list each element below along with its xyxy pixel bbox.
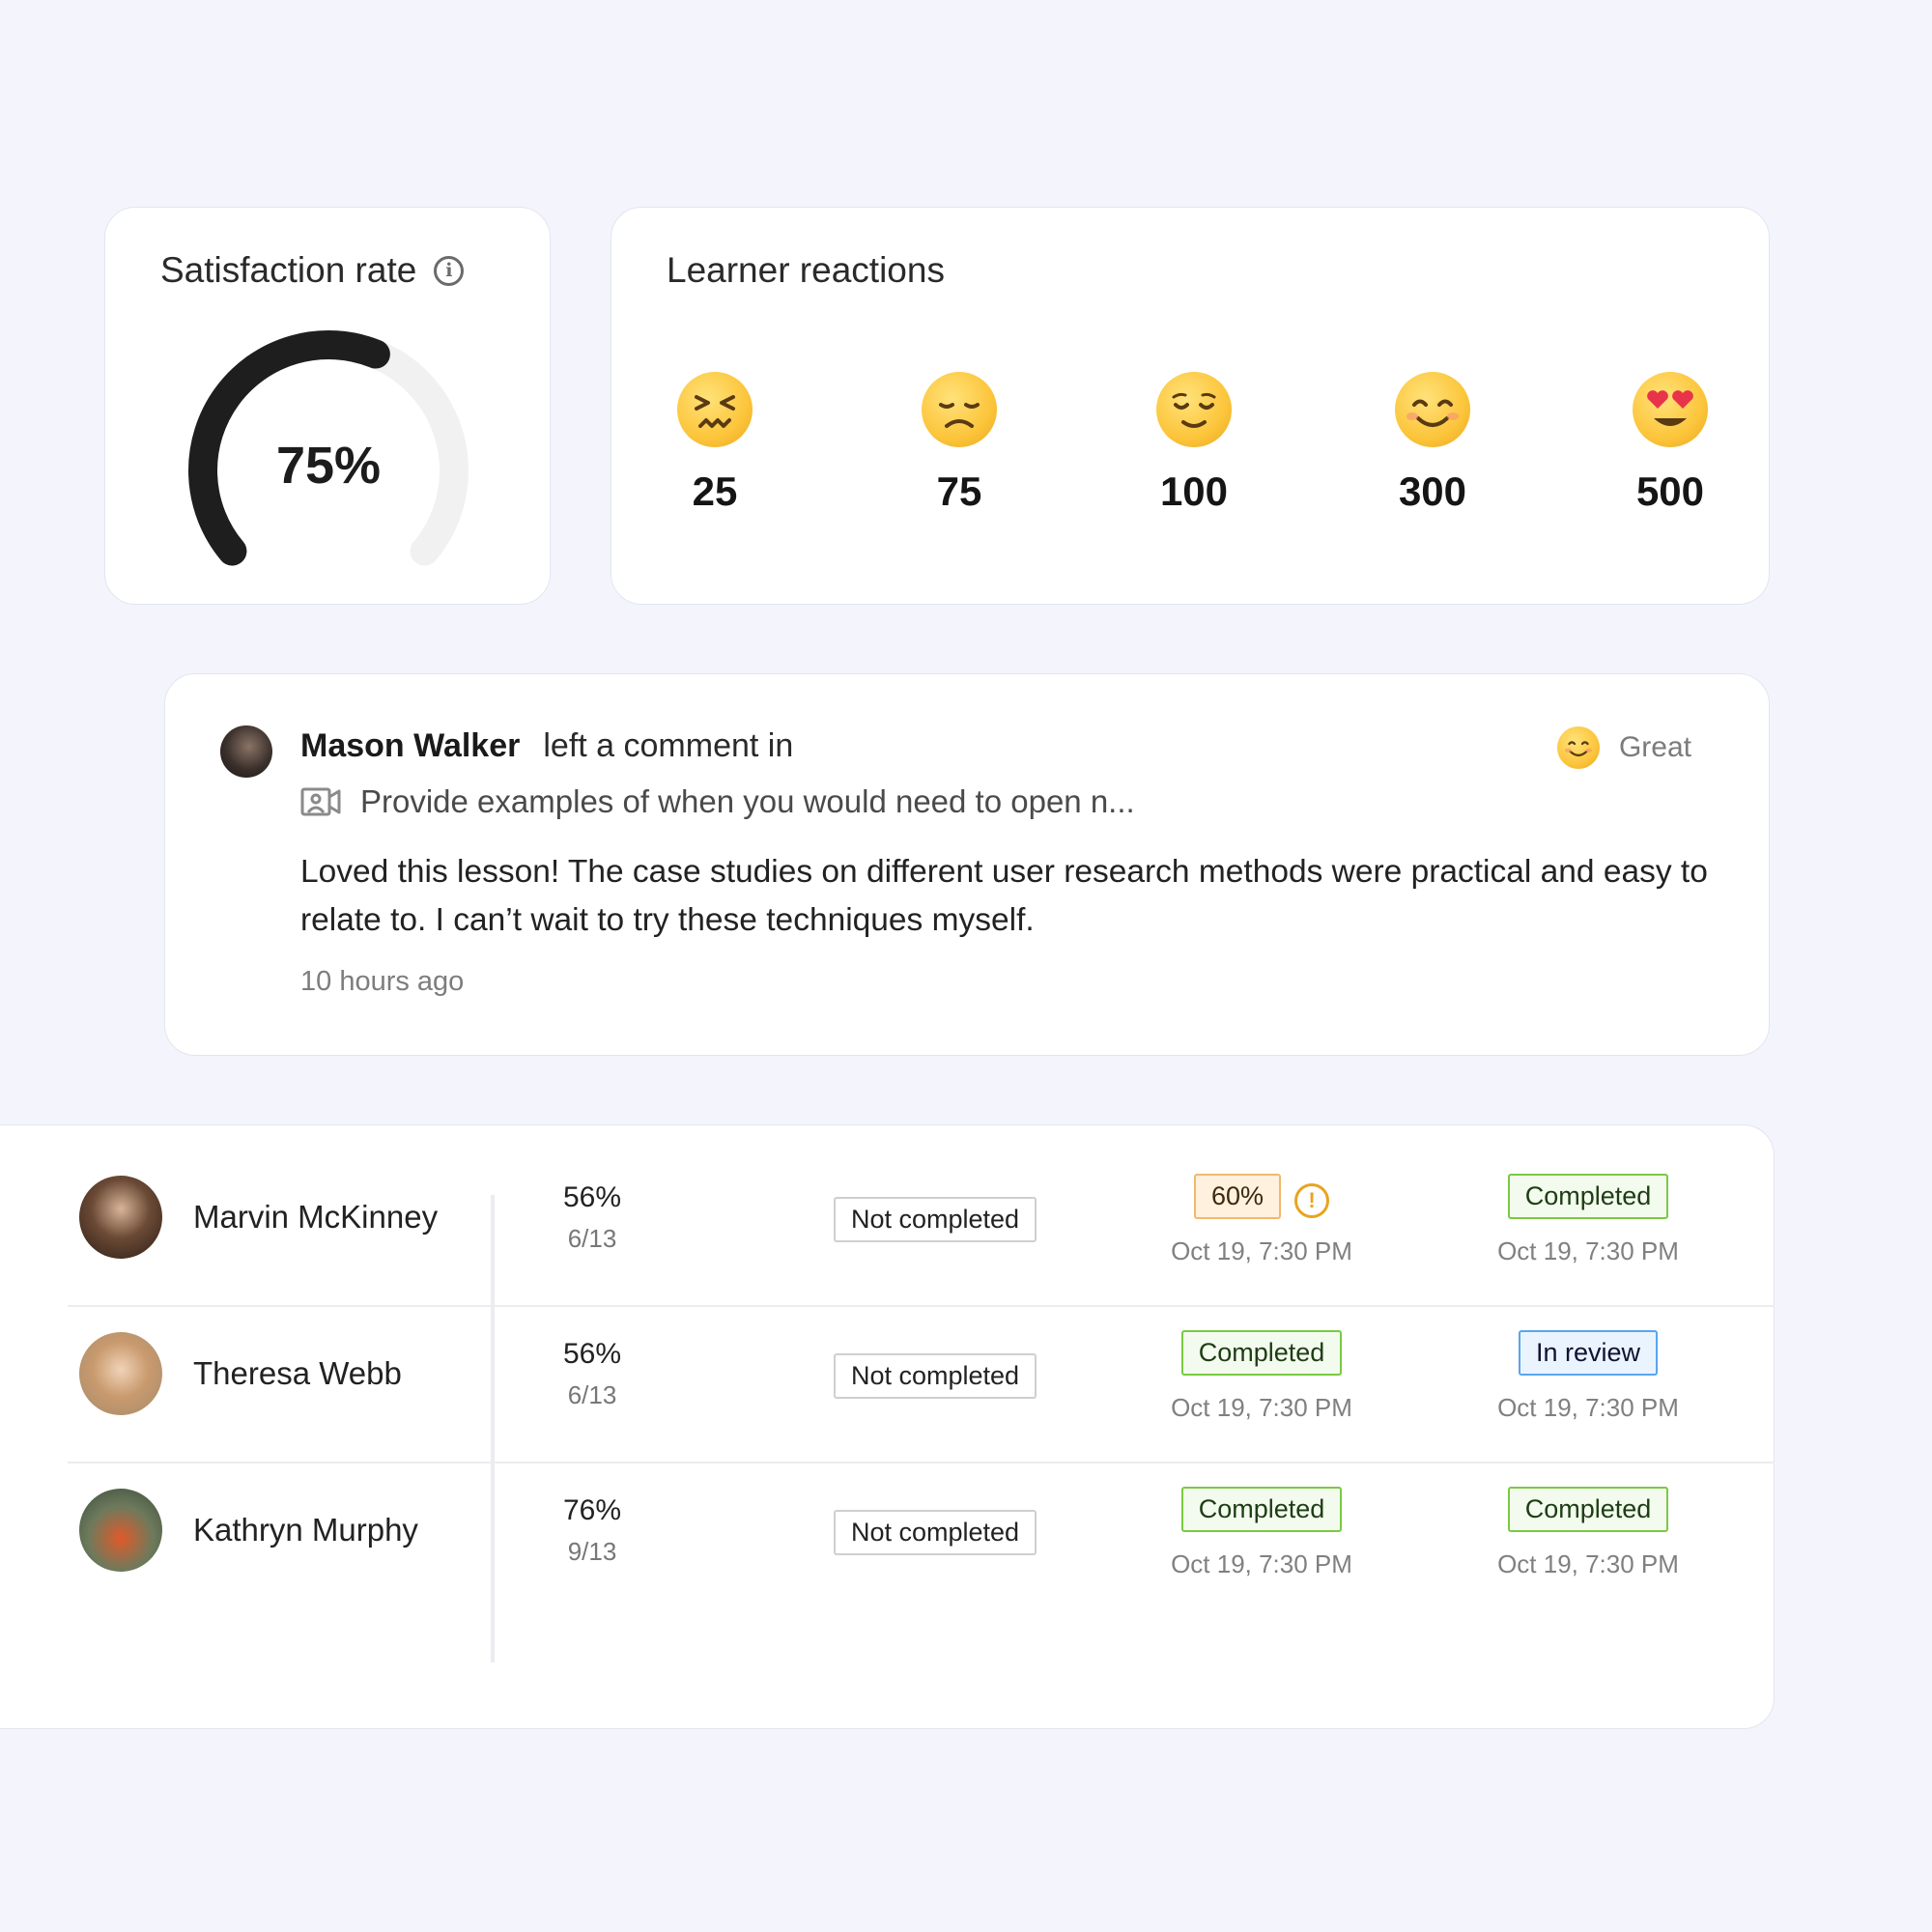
learner-reactions-title: Learner reactions bbox=[667, 250, 945, 290]
status-badge: Not completed bbox=[833, 1510, 1037, 1555]
status-badge: Not completed bbox=[833, 1197, 1037, 1242]
status-column-2: Completed Oct 19, 7:30 PM bbox=[1117, 1487, 1406, 1579]
learner-reactions-card: Learner reactions 25 75 100 300 500 bbox=[611, 207, 1770, 605]
satisfaction-card: Satisfaction rate i 75% bbox=[104, 207, 551, 605]
progress-count: 6/13 bbox=[567, 1380, 617, 1409]
relieved-face-icon bbox=[1156, 372, 1232, 447]
learner-name[interactable]: Marvin McKinney bbox=[193, 1199, 439, 1235]
gauge-fill bbox=[188, 330, 390, 566]
comment-header: Mason Walker left a comment in bbox=[300, 727, 793, 765]
satisfaction-value: 75% bbox=[275, 437, 382, 495]
status-date: Oct 19, 7:30 PM bbox=[1171, 1236, 1352, 1265]
disappointed-face-icon bbox=[922, 372, 997, 447]
status-date: Oct 19, 7:30 PM bbox=[1497, 1236, 1679, 1265]
satisfaction-title: Satisfaction rate i bbox=[160, 250, 465, 291]
reaction-item: 500 bbox=[1593, 372, 1747, 515]
heart-eyes-face-icon bbox=[1633, 372, 1708, 447]
comment-reaction: Great bbox=[1556, 726, 1691, 769]
table-row[interactable]: Marvin McKinney 56% 6/13 Not completed 60%! O… bbox=[68, 1149, 1775, 1305]
confounded-face-icon bbox=[677, 372, 753, 447]
status-badge: Not completed bbox=[833, 1353, 1037, 1399]
table-row[interactable]: Theresa Webb 56% 6/13 Not completed Complete… bbox=[68, 1305, 1775, 1462]
smiling-face-icon bbox=[1556, 726, 1600, 769]
avatar[interactable] bbox=[79, 1489, 162, 1572]
reaction-count: 25 bbox=[692, 469, 738, 514]
status-badge: Completed bbox=[1507, 1487, 1669, 1532]
status-date: Oct 19, 7:30 PM bbox=[1497, 1393, 1679, 1422]
comment-card: Mason Walker left a comment in Great Pro… bbox=[164, 673, 1770, 1056]
learner-progress: 56% 6/13 bbox=[525, 1338, 660, 1410]
status-date: Oct 19, 7:30 PM bbox=[1171, 1549, 1352, 1578]
reaction-count: 300 bbox=[1398, 469, 1467, 514]
avatar[interactable] bbox=[79, 1176, 162, 1259]
learner-progress: 56% 6/13 bbox=[525, 1181, 660, 1254]
comment-author[interactable]: Mason Walker bbox=[300, 727, 521, 764]
status-badge: Completed bbox=[1180, 1330, 1343, 1376]
comment-timestamp: 10 hours ago bbox=[300, 966, 465, 997]
table-row[interactable]: Kathryn Murphy 76% 9/13 Not completed Comple… bbox=[68, 1462, 1775, 1618]
reaction-count: 100 bbox=[1159, 469, 1229, 514]
learner-progress-table: Marvin McKinney 56% 6/13 Not completed 60%! O… bbox=[0, 1124, 1775, 1729]
avatar[interactable] bbox=[79, 1332, 162, 1415]
reaction-item: 100 bbox=[1117, 372, 1271, 515]
status-column-3: Completed Oct 19, 7:30 PM bbox=[1443, 1487, 1733, 1579]
reaction-count: 75 bbox=[936, 469, 982, 514]
progress-percent: 56% bbox=[562, 1338, 622, 1370]
status-column-2: 60%! Oct 19, 7:30 PM bbox=[1117, 1174, 1406, 1266]
comment-action-text: left a comment in bbox=[543, 727, 794, 764]
status-badge: Completed bbox=[1180, 1487, 1343, 1532]
status-date: Oct 19, 7:30 PM bbox=[1171, 1393, 1352, 1422]
satisfaction-gauge bbox=[188, 330, 469, 566]
reaction-item: 300 bbox=[1355, 372, 1510, 515]
status-column-1: Not completed bbox=[790, 1197, 1080, 1242]
avatar[interactable] bbox=[220, 725, 272, 778]
row-divider bbox=[68, 1462, 1775, 1463]
learner-progress: 76% 9/13 bbox=[525, 1494, 660, 1567]
smiling-face-icon bbox=[1395, 372, 1470, 447]
status-column-1: Not completed bbox=[790, 1353, 1080, 1399]
status-column-3: In review Oct 19, 7:30 PM bbox=[1443, 1330, 1733, 1423]
status-date: Oct 19, 7:30 PM bbox=[1497, 1549, 1679, 1578]
status-column-2: Completed Oct 19, 7:30 PM bbox=[1117, 1330, 1406, 1423]
status-badge: 60% bbox=[1193, 1174, 1282, 1219]
satisfaction-title-text: Satisfaction rate bbox=[160, 250, 417, 290]
video-lesson-icon bbox=[300, 787, 341, 816]
info-icon[interactable]: i bbox=[434, 255, 465, 286]
learner-name[interactable]: Kathryn Murphy bbox=[193, 1512, 418, 1548]
progress-percent: 76% bbox=[562, 1494, 622, 1526]
status-badge: Completed bbox=[1507, 1174, 1669, 1219]
column-divider bbox=[491, 1195, 495, 1662]
status-badge: In review bbox=[1518, 1330, 1659, 1376]
comment-body: Loved this lesson! The case studies on d… bbox=[300, 854, 1708, 938]
reaction-list: 25 75 100 300 500 bbox=[611, 372, 1771, 565]
progress-count: 6/13 bbox=[567, 1224, 617, 1253]
status-column-3: Completed Oct 19, 7:30 PM bbox=[1443, 1174, 1733, 1266]
comment-reaction-label: Great bbox=[1618, 731, 1691, 763]
reaction-item: 75 bbox=[882, 372, 1037, 515]
comment-lesson-title: Provide examples of when you would need … bbox=[360, 783, 1135, 819]
reaction-item: 25 bbox=[638, 372, 792, 515]
progress-count: 9/13 bbox=[567, 1537, 617, 1566]
progress-percent: 56% bbox=[562, 1181, 622, 1213]
comment-lesson-link[interactable]: Provide examples of when you would need … bbox=[300, 783, 1135, 820]
learner-name[interactable]: Theresa Webb bbox=[193, 1355, 402, 1391]
row-divider bbox=[68, 1305, 1775, 1307]
reaction-count: 500 bbox=[1635, 469, 1705, 514]
status-column-1: Not completed bbox=[790, 1510, 1080, 1555]
warning-icon[interactable]: ! bbox=[1294, 1182, 1330, 1218]
